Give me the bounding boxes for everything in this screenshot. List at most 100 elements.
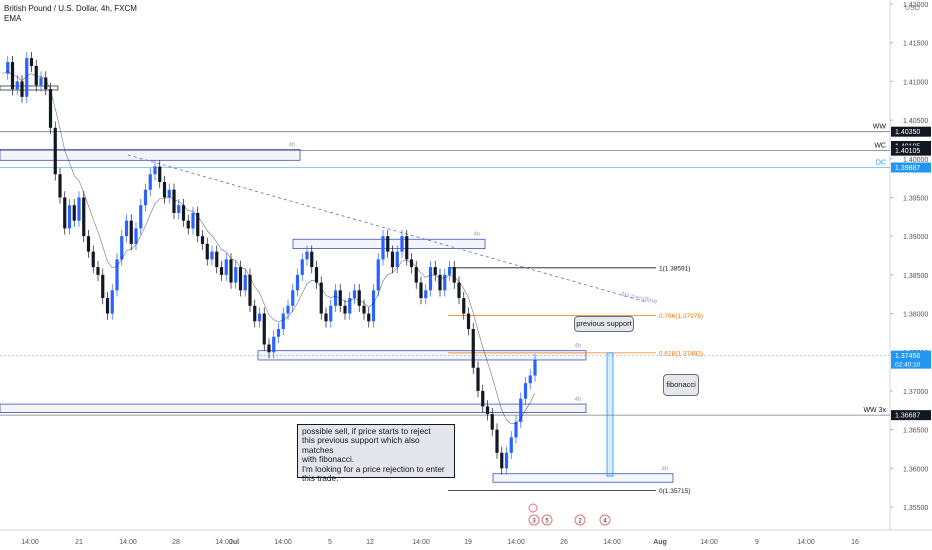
candle-body bbox=[300, 259, 304, 275]
candle-body bbox=[457, 282, 461, 299]
candle-body bbox=[390, 251, 395, 268]
candle-body bbox=[20, 81, 24, 97]
chart-header: British Pound / U.S. Dollar, 4h, FXCM EM… bbox=[4, 4, 137, 24]
note-line: with fibonacci. bbox=[302, 454, 355, 465]
fibonacci-callout[interactable]: fibonacci bbox=[663, 374, 699, 396]
zone-label: 4h bbox=[289, 142, 296, 148]
price-axis-badge bbox=[891, 162, 931, 173]
x-tick-label: 14:00 bbox=[507, 539, 525, 546]
candle-body bbox=[348, 298, 352, 314]
candle-body bbox=[471, 329, 475, 368]
candle-body bbox=[424, 290, 428, 299]
candle-body bbox=[533, 359, 537, 376]
trendline-label: 4H trendline bbox=[620, 291, 658, 306]
price-axis-badge bbox=[891, 145, 931, 156]
y-tick-label: 1.36000 bbox=[903, 466, 928, 473]
candle-body bbox=[514, 421, 518, 438]
marker-box bbox=[0, 85, 59, 91]
zone-label: 4h bbox=[575, 344, 582, 350]
candle-body bbox=[376, 259, 380, 291]
candle-body bbox=[205, 243, 209, 260]
candle-body bbox=[462, 298, 466, 314]
x-tick-label: 14:00 bbox=[700, 539, 718, 546]
candle-body bbox=[490, 414, 494, 430]
currency-label: USD bbox=[905, 5, 920, 12]
callout-text: fibonacci bbox=[666, 380, 696, 389]
candle-body bbox=[238, 267, 243, 291]
candle-body bbox=[509, 437, 513, 453]
candle-body bbox=[234, 267, 238, 283]
candle-body bbox=[291, 290, 295, 306]
y-tick-label: 1.42000 bbox=[903, 2, 928, 9]
candle-body bbox=[528, 375, 532, 384]
candle-body bbox=[39, 77, 43, 86]
candle-body bbox=[29, 58, 34, 66]
candle-body bbox=[15, 81, 19, 90]
support-resistance-zone bbox=[492, 473, 674, 483]
note-line: possible sell, if price starts to reject bbox=[302, 426, 431, 436]
candle-body bbox=[438, 274, 442, 291]
indicator-label: EMA bbox=[4, 14, 22, 23]
candle-body bbox=[248, 274, 252, 306]
candle-body bbox=[329, 305, 333, 322]
x-tick-label: 21 bbox=[75, 539, 83, 546]
note-line: I'm looking for a price rejection to ent… bbox=[302, 463, 445, 474]
support-resistance-zone bbox=[0, 403, 587, 413]
candle-body bbox=[105, 298, 110, 314]
previous-support-callout[interactable]: previous support bbox=[574, 316, 634, 332]
candle-body bbox=[253, 305, 257, 322]
candle-body bbox=[10, 62, 15, 90]
x-tick-label: 26 bbox=[560, 539, 568, 546]
x-tick-label: 14:00 bbox=[21, 539, 39, 546]
y-tick-label: 1.36500 bbox=[903, 428, 928, 435]
y-tick-label: 1.35500 bbox=[903, 505, 928, 512]
candle-body bbox=[257, 313, 262, 322]
price-axis-badge bbox=[891, 126, 931, 137]
candle-body bbox=[500, 452, 504, 469]
candle-body bbox=[519, 398, 523, 422]
candle-body bbox=[96, 267, 100, 275]
candle-body bbox=[452, 267, 456, 283]
candle-body bbox=[305, 251, 309, 260]
x-tick-label: 14:00 bbox=[603, 539, 621, 546]
candle-body bbox=[58, 174, 62, 198]
price-axis-badge-text: 1.40105 bbox=[895, 148, 920, 155]
y-tick-label: 1.40500 bbox=[903, 118, 928, 125]
candle-body bbox=[433, 267, 437, 275]
candle-body bbox=[443, 274, 447, 291]
candle-body bbox=[53, 127, 57, 175]
candle-body bbox=[405, 236, 409, 260]
candle-body bbox=[186, 220, 190, 229]
x-tick-label: 14:00 bbox=[412, 539, 430, 546]
candle-body bbox=[281, 313, 285, 330]
candle-body bbox=[167, 189, 171, 198]
event-badge-count: 5 bbox=[545, 519, 549, 525]
candle-body bbox=[386, 236, 390, 252]
price-axis-badge-text: 1.39887 bbox=[895, 165, 920, 172]
candle-body bbox=[44, 77, 48, 90]
callout-text: previous support bbox=[576, 319, 632, 328]
event-badge bbox=[574, 514, 586, 526]
candle-body bbox=[139, 205, 143, 229]
candle-body bbox=[72, 205, 76, 221]
x-tick-label: Jul bbox=[229, 539, 239, 546]
measure-bar bbox=[606, 352, 614, 477]
x-tick-label: 19 bbox=[464, 539, 472, 546]
candle-body bbox=[352, 290, 357, 299]
candle-body bbox=[447, 267, 452, 275]
fibonacci-level-label: 0.786(1.37976) bbox=[659, 313, 703, 320]
candle-body bbox=[172, 189, 176, 213]
level-line-label: WC bbox=[874, 143, 886, 150]
x-tick-label: 14:00 bbox=[119, 539, 137, 546]
candle-body bbox=[229, 259, 233, 283]
x-tick-label: 28 bbox=[172, 539, 180, 546]
candle-body bbox=[224, 259, 228, 275]
ema-line bbox=[2, 70, 536, 425]
x-tick-label: 14:00 bbox=[274, 539, 292, 546]
event-badge bbox=[599, 514, 611, 526]
candle-body bbox=[357, 290, 361, 306]
trade-idea-note[interactable]: possible sell, if price starts to reject… bbox=[297, 424, 455, 483]
fibonacci-level-label: 0.618(1.37492) bbox=[659, 350, 703, 357]
candle-body bbox=[476, 367, 480, 391]
